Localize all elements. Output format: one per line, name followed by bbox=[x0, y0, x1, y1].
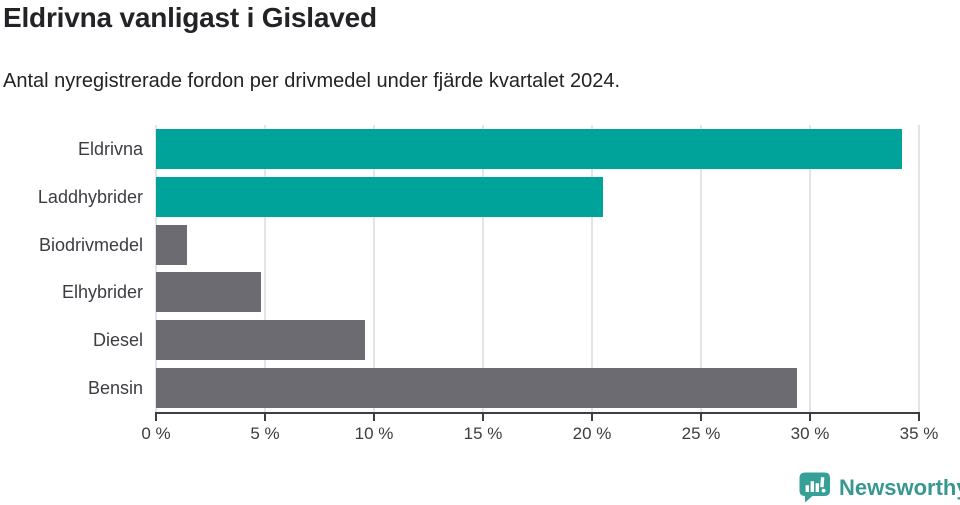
x-tick-0 bbox=[155, 414, 157, 421]
gridline-35 bbox=[918, 125, 920, 412]
gridline-20 bbox=[591, 125, 593, 412]
chart-title: Eldrivna vanligast i Gislaved bbox=[3, 2, 377, 33]
category-label-biodrivmedel: Biodrivmedel bbox=[38, 234, 143, 255]
x-tick-label-25: 25 % bbox=[681, 424, 721, 443]
x-tick-15 bbox=[482, 414, 484, 421]
x-tick-label-30: 30 % bbox=[790, 424, 830, 443]
x-tick-5 bbox=[264, 414, 266, 421]
x-axis-line bbox=[155, 412, 920, 414]
speech-bubble-bar-chart-icon bbox=[799, 472, 830, 503]
bar-bensin bbox=[156, 368, 797, 409]
x-tick-35 bbox=[918, 414, 920, 421]
bar-laddhybrider bbox=[156, 176, 603, 217]
x-tick-label-20: 20 % bbox=[572, 424, 612, 443]
category-label-eldrivna: Eldrivna bbox=[77, 138, 143, 159]
category-label-elhybrider: Elhybrider bbox=[61, 282, 143, 303]
x-tick-30 bbox=[809, 414, 811, 421]
x-tick-label-5: 5 % bbox=[250, 424, 280, 443]
brand-footer: Newsworthy bbox=[798, 471, 960, 504]
chart-subtitle: Antal nyregistrerade fordon per drivmede… bbox=[3, 70, 621, 92]
gridline-25 bbox=[700, 125, 702, 412]
gridline-5 bbox=[264, 125, 266, 412]
category-label-diesel: Diesel bbox=[92, 330, 143, 351]
bar-eldrivna bbox=[156, 128, 902, 169]
bar-biodrivmedel bbox=[156, 224, 187, 265]
gridline-15 bbox=[482, 125, 484, 412]
x-tick-label-35: 35 % bbox=[899, 424, 939, 443]
gridline-30 bbox=[809, 125, 811, 412]
x-tick-20 bbox=[591, 414, 593, 421]
category-label-bensin: Bensin bbox=[87, 378, 143, 399]
x-tick-10 bbox=[373, 414, 375, 421]
bar-elhybrider bbox=[156, 272, 261, 313]
bar-diesel bbox=[156, 320, 366, 361]
x-tick-label-0: 0 % bbox=[141, 424, 171, 443]
x-tick-25 bbox=[700, 414, 702, 421]
x-tick-label-10: 10 % bbox=[354, 424, 394, 443]
gridline-0 bbox=[155, 125, 157, 412]
brand-name: Newsworthy bbox=[839, 474, 960, 500]
x-tick-label-15: 15 % bbox=[463, 424, 503, 443]
gridline-10 bbox=[373, 125, 375, 412]
category-label-laddhybrider: Laddhybrider bbox=[37, 186, 143, 207]
